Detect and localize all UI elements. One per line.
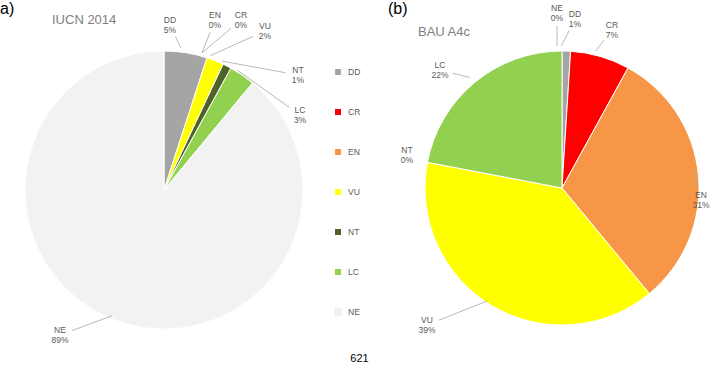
svg-text:BAU A4c: BAU A4c xyxy=(418,24,471,39)
svg-text:DD: DD xyxy=(569,9,581,19)
svg-text:0%: 0% xyxy=(209,20,222,30)
svg-text:VU: VU xyxy=(421,315,433,325)
svg-text:VU: VU xyxy=(259,21,271,31)
svg-text:EN: EN xyxy=(209,10,221,20)
svg-text:NE: NE xyxy=(348,307,360,317)
svg-text:LC: LC xyxy=(348,267,359,277)
svg-text:2%: 2% xyxy=(259,31,272,41)
svg-text:EN: EN xyxy=(348,147,360,157)
html-text:621: 621 xyxy=(350,352,369,364)
svg-text:DD: DD xyxy=(348,67,360,77)
svg-text:1%: 1% xyxy=(569,19,582,29)
svg-text:LC: LC xyxy=(435,60,446,70)
svg-text:3%: 3% xyxy=(294,115,307,125)
svg-text:CR: CR xyxy=(606,20,618,30)
svg-text:(b): (b) xyxy=(388,0,408,17)
svg-text:DD: DD xyxy=(164,15,176,25)
svg-text:89%: 89% xyxy=(51,335,68,345)
svg-text:22%: 22% xyxy=(431,70,448,80)
svg-text:NE: NE xyxy=(54,325,66,335)
svg-text:a): a) xyxy=(8,0,14,17)
svg-text:CR: CR xyxy=(235,10,247,20)
svg-text:0%: 0% xyxy=(551,13,564,23)
svg-text:NT: NT xyxy=(292,65,303,75)
svg-text:NT: NT xyxy=(401,145,412,155)
svg-text:EN: EN xyxy=(695,190,707,200)
svg-text:5%: 5% xyxy=(164,25,177,35)
svg-text:39%: 39% xyxy=(418,325,435,335)
svg-text:1%: 1% xyxy=(292,75,305,85)
svg-text:NE: NE xyxy=(551,3,563,13)
svg-text:LC: LC xyxy=(295,105,306,115)
svg-text:31%: 31% xyxy=(692,200,709,210)
svg-text:0%: 0% xyxy=(235,20,248,30)
svg-text:VU: VU xyxy=(348,187,360,197)
svg-text:CR: CR xyxy=(348,107,360,117)
svg-text:NT: NT xyxy=(348,227,359,237)
svg-text:7%: 7% xyxy=(606,30,619,40)
svg-text:IUCN 2014: IUCN 2014 xyxy=(52,12,116,27)
svg-text:0%: 0% xyxy=(401,155,414,165)
